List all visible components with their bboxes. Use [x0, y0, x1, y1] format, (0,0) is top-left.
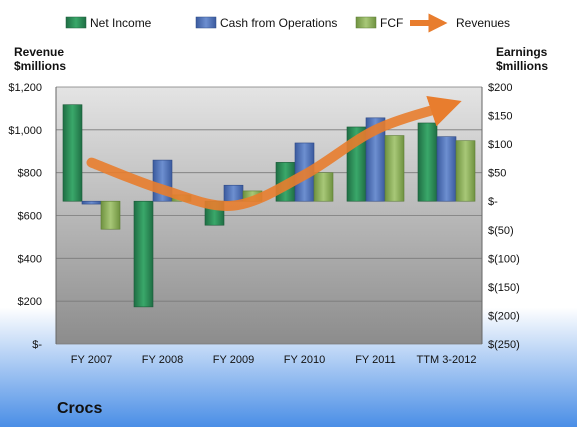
legend-revenues: Revenues — [456, 16, 510, 30]
left-tick-label: $400 — [18, 253, 42, 265]
left-tick-label: $- — [32, 339, 42, 351]
bar-cash-from-operations-fy-2009 — [223, 184, 244, 202]
axis-layer: $- $200 $400 $600 $800 $1,000 $1,200 $200 $150 $1… — [8, 82, 519, 366]
legend-swatch-net-income — [65, 16, 87, 29]
legend-fcf: FCF — [380, 16, 403, 30]
left-axis-title-line1: Revenue — [14, 45, 64, 59]
bar-fcf-fy-2011 — [384, 135, 405, 202]
right-tick-label: $(100) — [488, 253, 520, 265]
category-label: FY 2008 — [142, 354, 183, 366]
bar-fcf-ttm-3-2012 — [455, 140, 476, 202]
right-tick-label: $(250) — [488, 339, 520, 351]
left-tick-label: $800 — [18, 168, 42, 180]
legend-swatch-fcf — [355, 16, 377, 29]
category-label: FY 2007 — [71, 354, 112, 366]
company-name: Crocs — [57, 400, 102, 417]
revenue-line — [86, 95, 462, 211]
legend-cash-from-operations: Cash from Operations — [220, 16, 337, 30]
bar-cash-from-operations-ttm-3-2012 — [436, 136, 457, 202]
right-tick-label: $(150) — [488, 282, 520, 294]
category-label: TTM 3-2012 — [417, 354, 477, 366]
right-tick-label: $200 — [488, 82, 512, 94]
bar-net-income-fy-2007 — [62, 104, 83, 202]
left-tick-label: $1,000 — [8, 125, 42, 137]
right-tick-label: $(50) — [488, 225, 514, 237]
left-axis-title-line2: $millions — [14, 59, 66, 73]
legend-swatch-cash-from-operations — [195, 16, 217, 29]
right-axis-title-line2: $millions — [496, 59, 548, 73]
bar-net-income-ttm-3-2012 — [417, 122, 438, 202]
right-tick-label: $100 — [488, 139, 512, 151]
bar-fcf-fy-2007 — [100, 200, 121, 230]
right-tick-label: $150 — [488, 111, 512, 123]
category-label: FY 2010 — [284, 354, 325, 366]
left-tick-label: $1,200 — [8, 82, 42, 94]
legend-net-income: Net Income — [90, 16, 152, 30]
right-tick-label: $- — [488, 196, 498, 208]
revenue-line-layer — [86, 95, 462, 211]
right-tick-label: $(200) — [488, 310, 520, 322]
bar-fcf-fy-2010 — [313, 172, 334, 202]
right-axis-title-line1: Earnings — [496, 45, 548, 59]
left-tick-label: $600 — [18, 211, 42, 223]
legend: Net Income Cash from Operations FCF Reve… — [65, 13, 510, 33]
category-label: FY 2009 — [213, 354, 254, 366]
left-tick-label: $200 — [18, 296, 42, 308]
bar-net-income-fy-2008 — [133, 200, 154, 308]
right-tick-label: $50 — [488, 168, 506, 180]
bar-cash-from-operations-fy-2007 — [81, 200, 102, 205]
category-label: FY 2011 — [355, 354, 396, 366]
